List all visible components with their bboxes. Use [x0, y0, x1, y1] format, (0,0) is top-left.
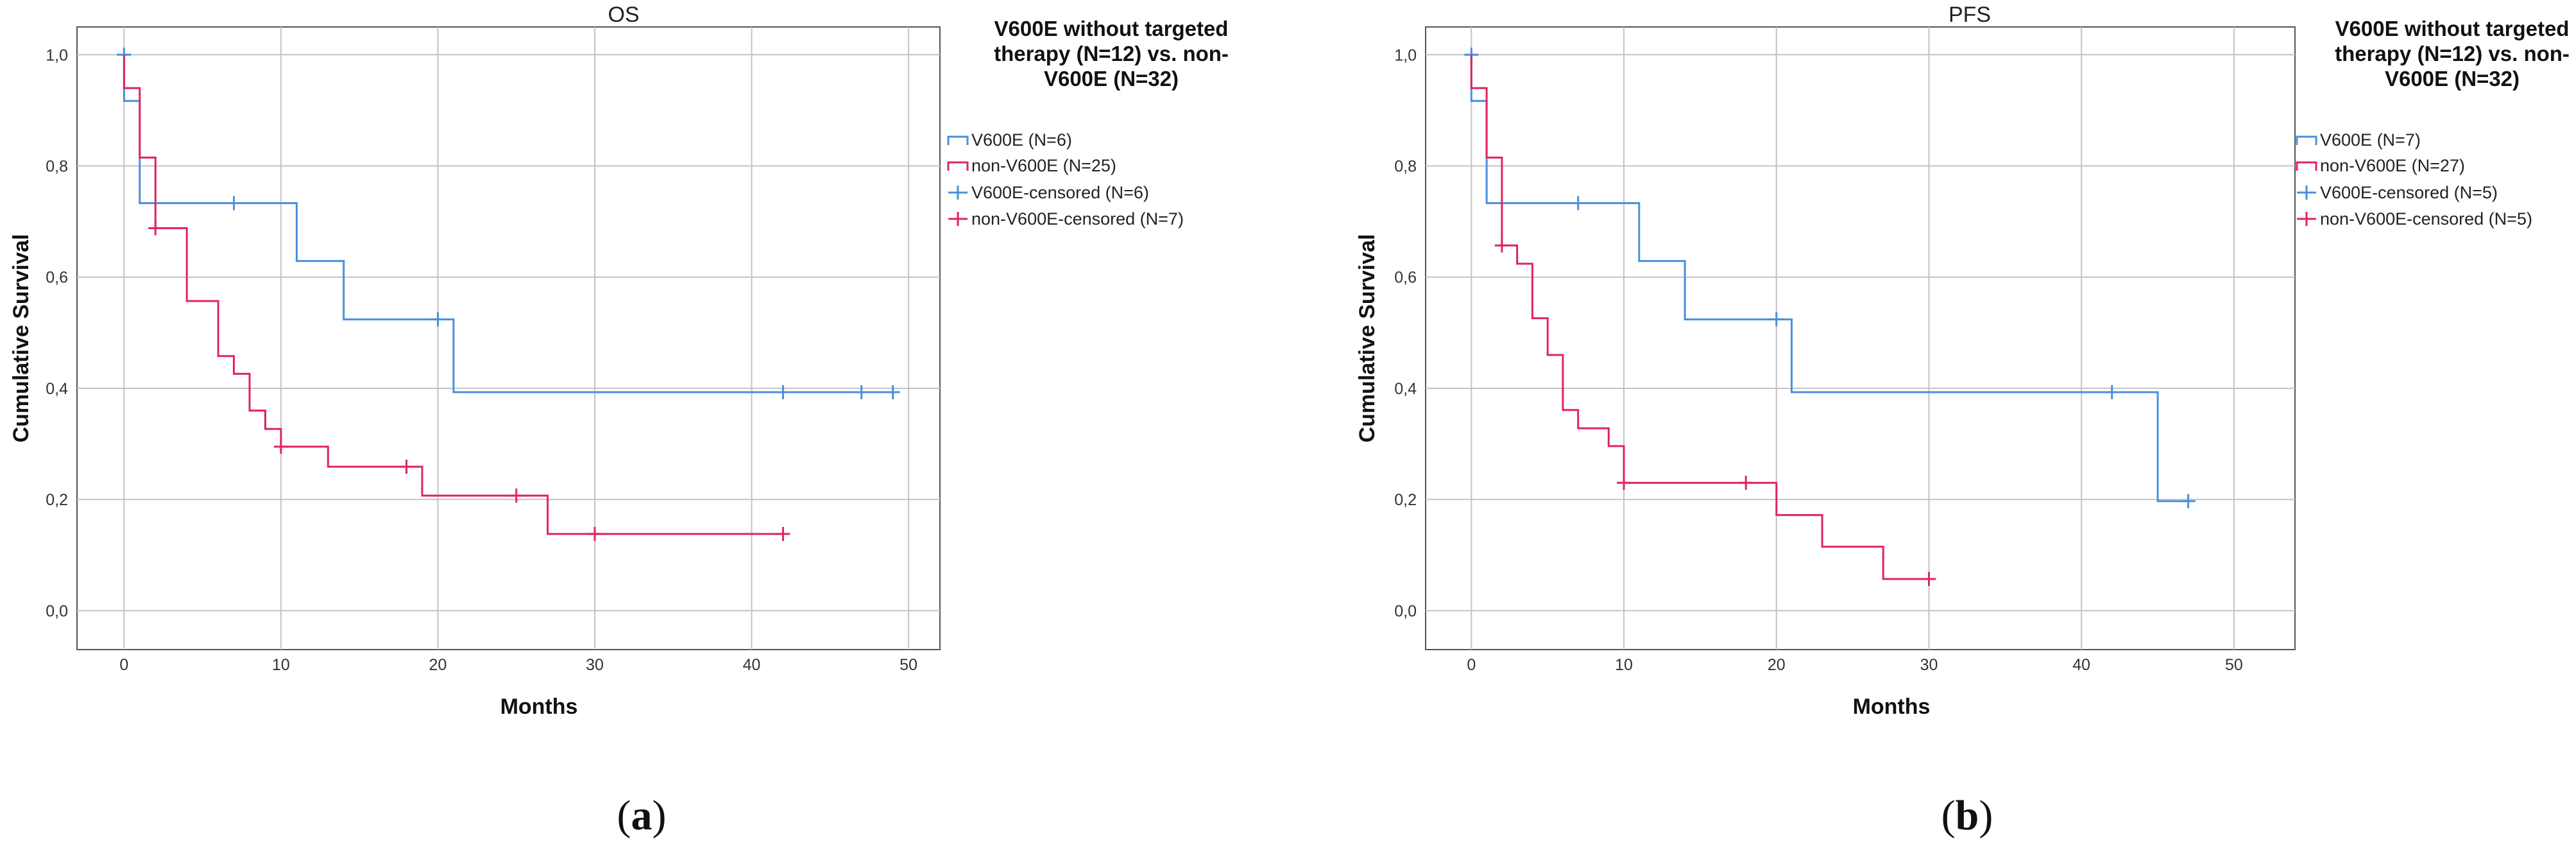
tick-labels: 0 10 20 30 40 50 0,0 0,2 0,4 0,6 0,8 1,0	[1394, 46, 2243, 674]
censor-mark-non-v600e	[1494, 238, 1509, 253]
x-tick-label: 0	[119, 656, 128, 674]
legend-swatch-v600e	[947, 135, 969, 145]
legend-entry-v600e: V600E (N=7)	[2320, 130, 2421, 150]
legend-entry-non-v600e: non-V600E (N=25)	[971, 156, 1116, 175]
legend-title-line-1: V600E without targeted	[994, 17, 1229, 40]
km-curve-v600e	[123, 55, 893, 393]
censor-mark-non-v600e	[1739, 476, 1753, 490]
tick-labels: 0 10 20 30 40 50 0,0 0,2 0,4 0,6 0,8 1,0	[46, 46, 917, 674]
censor-mark-v600e	[854, 385, 869, 400]
y-tick-label: 0,6	[46, 269, 68, 287]
censor-mark-non-v600e	[399, 460, 414, 474]
panel-caption-b: (b)	[1941, 792, 1993, 839]
censor-mark-non-v600e	[1922, 572, 1936, 587]
y-tick-label: 0,0	[46, 602, 68, 620]
legend-swatch-non-v600e-censored	[2297, 212, 2316, 226]
y-tick-label: 0,8	[46, 158, 68, 176]
legend-entry-v600e: V600E (N=6)	[971, 130, 1072, 150]
x-tick-label: 40	[743, 656, 761, 674]
censor-mark-non-v600e	[148, 221, 163, 236]
km-curve-non-v600e	[123, 55, 783, 535]
censor-mark-non-v600e	[776, 526, 790, 541]
censor-mark-v600e	[776, 385, 790, 400]
censor-mark-non-v600e	[273, 439, 288, 454]
legend-swatch-non-v600e	[947, 161, 969, 171]
y-axis-label: Cumulative Survival	[9, 234, 33, 442]
y-tick-label: 0,4	[1394, 380, 1417, 398]
y-tick-label: 0,0	[1394, 602, 1417, 620]
legend-entry-non-v600e-censored: non-V600E-censored (N=5)	[2320, 209, 2532, 229]
legend-swatch-non-v600e	[2296, 161, 2317, 171]
x-axis-label: Months	[500, 695, 578, 719]
series-layer	[117, 47, 900, 541]
plot-area-frame	[76, 26, 941, 650]
x-tick-label: 30	[586, 656, 604, 674]
y-tick-label: 0,8	[1394, 158, 1417, 176]
x-tick-label: 10	[1615, 656, 1633, 674]
panel-caption-a: (a)	[617, 792, 667, 839]
legend-swatch-v600e-censored	[2297, 186, 2316, 200]
y-tick-label: 0,4	[46, 380, 68, 398]
x-tick-label: 20	[429, 656, 447, 674]
panel-os: 0 10 20 30 40 500,00,20,40,60,81,0 OS Months …	[9, 3, 1229, 839]
y-tick-label: 1,0	[46, 46, 68, 64]
km-curve-v600e	[1470, 55, 2188, 503]
censor-mark-v600e	[226, 196, 241, 211]
legend-title-line-3: V600E (N=32)	[1044, 67, 1179, 91]
censor-mark-non-v600e	[1617, 476, 1632, 490]
censor-mark-non-v600e	[588, 526, 602, 541]
censor-mark-v600e	[2104, 385, 2119, 400]
plot-area-frame	[1425, 26, 2296, 650]
series-layer	[1464, 47, 2196, 587]
y-tick-label: 0,2	[46, 491, 68, 509]
y-axis-label: Cumulative Survival	[1355, 234, 1379, 442]
x-tick-label: 20	[1768, 656, 1786, 674]
x-tick-label: 10	[272, 656, 290, 674]
legend-entry-v600e-censored: V600E-censored (N=6)	[971, 183, 1149, 202]
grid-lines	[77, 27, 940, 650]
chart-title: PFS	[1949, 3, 1991, 27]
censor-mark-v600e	[431, 312, 445, 327]
y-tick-label: 0,6	[1394, 269, 1417, 287]
censor-mark-v600e	[1769, 312, 1784, 327]
censor-mark-v600e	[885, 385, 900, 400]
x-tick-label: 0	[1467, 656, 1476, 674]
grid-lines	[1426, 27, 2295, 650]
legend: V600E without targeted therapy (N=12) vs…	[2296, 17, 2570, 229]
x-tick-label: 40	[2072, 656, 2090, 674]
legend-title-line-2: therapy (N=12) vs. non-	[2335, 42, 2570, 65]
censor-mark-non-v600e	[509, 488, 524, 503]
y-tick-label: 1,0	[1394, 46, 1417, 64]
legend-entry-non-v600e: non-V600E (N=27)	[2320, 156, 2465, 175]
legend-entry-non-v600e-censored: non-V600E-censored (N=7)	[971, 209, 1184, 229]
chart-title: OS	[608, 3, 639, 27]
legend-title-line-1: V600E without targeted	[2335, 17, 2570, 40]
legend-title-line-2: therapy (N=12) vs. non-	[994, 42, 1229, 65]
censor-mark-v600e	[2181, 494, 2196, 508]
legend-swatch-v600e-censored	[948, 186, 968, 200]
panel-label-b: b	[1956, 792, 1979, 839]
panel-label-a: a	[631, 792, 653, 839]
legend-title-line-3: V600E (N=32)	[2385, 67, 2520, 91]
x-axis-label: Months	[1853, 695, 1931, 719]
censor-mark-v600e	[1571, 196, 1585, 211]
legend-swatch-non-v600e-censored	[948, 212, 968, 226]
panel-pfs: 0 10 20 30 40 50 0,0 0,2 0,4 0,6 0,8 1,0 PFS Months…	[1355, 3, 2570, 839]
y-tick-label: 0,2	[1394, 491, 1417, 509]
x-tick-label: 30	[1920, 656, 1938, 674]
x-tick-label: 50	[900, 656, 917, 674]
km-curve-non-v600e	[1470, 55, 1929, 580]
legend-swatch-v600e	[2296, 135, 2317, 145]
x-tick-label: 50	[2225, 656, 2243, 674]
legend-entry-v600e-censored: V600E-censored (N=5)	[2320, 183, 2498, 202]
legend: V600E without targeted therapy (N=12) vs…	[947, 17, 1229, 229]
